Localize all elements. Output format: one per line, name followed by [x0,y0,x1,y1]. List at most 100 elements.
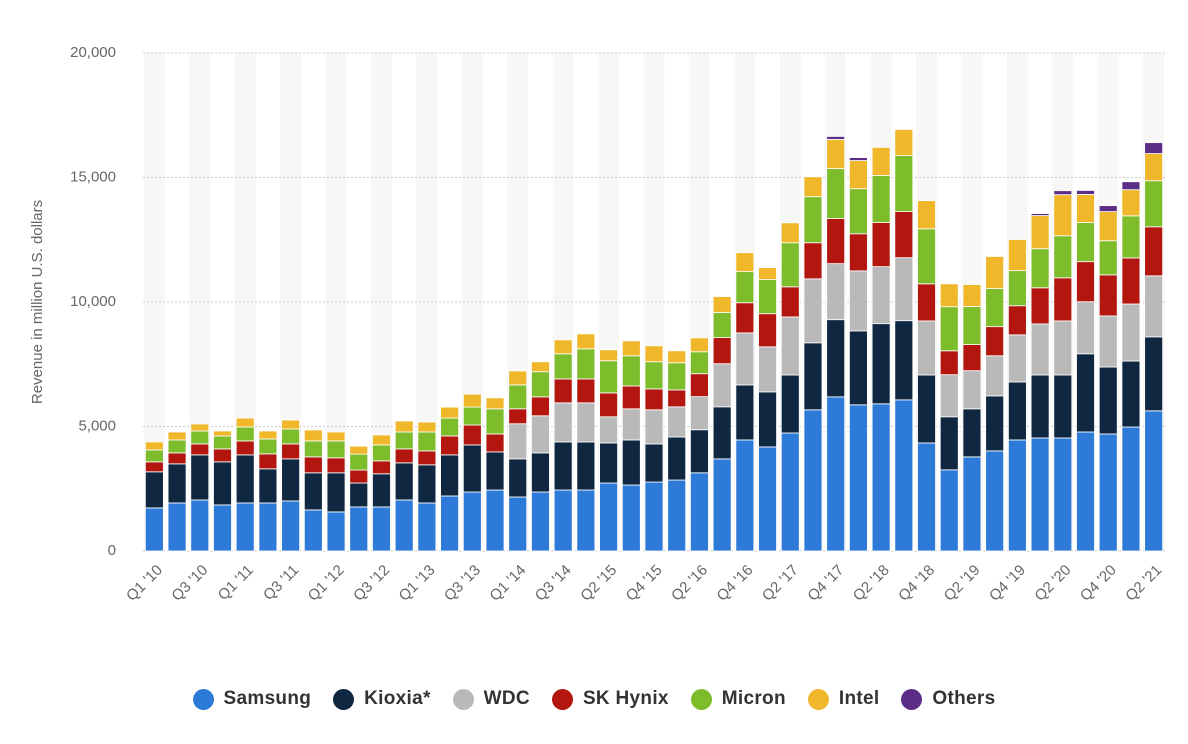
bar-segment [372,473,391,508]
bar-segment [939,306,959,352]
x-tick-label: Q3 '13 [441,562,484,605]
bar-segment [917,283,936,322]
bar-segment [576,348,596,380]
bar-segment [1030,215,1050,250]
bar-segment [1076,353,1095,433]
bar-segment [1030,213,1050,216]
bar-segment [1098,240,1118,276]
bar-segment [372,460,391,475]
bar-segment [894,129,914,156]
bar-segment [326,440,346,459]
bar-segment [235,417,255,428]
y-axis-label: Revenue in million U.S. dollars [29,200,46,404]
bar-segment [758,313,777,348]
x-tick-label: Q4 '19 [986,562,1029,605]
bar-segment [531,415,550,454]
bar-segment [1144,226,1164,277]
x-tick-label: Q1 '10 [123,562,166,605]
bar-segment [962,306,982,345]
bar-segment [644,481,664,552]
x-tick-label: Q4 '20 [1077,562,1120,605]
bar-segment [985,355,1005,397]
bar-segment [1098,433,1118,552]
bar-segment [190,443,210,456]
bar-segment [667,436,687,481]
legend-item: WDC [452,688,530,710]
x-tick-label: Q2 '16 [668,562,711,605]
legend-item: SK Hynix [551,688,669,710]
bar-segment [712,458,732,552]
bar-segment [281,500,301,552]
bar-segment [599,442,618,484]
x-tick-label: Q4 '18 [895,562,938,605]
bar-segment [281,419,301,430]
bar-segment [735,302,755,334]
bar-segment [1076,301,1095,355]
bar-segment [1007,305,1027,336]
legend-item: Kioxia* [333,688,431,710]
bar-segment [235,454,255,504]
bar-segment [1076,190,1095,195]
bar-segment [576,441,596,491]
bar-segment [1098,274,1118,317]
bar-segment [803,196,823,244]
y-tick-label: 15,000 [70,168,116,185]
legend-label: Others [932,688,996,709]
bar-segment [849,188,868,235]
bar-segment [871,146,891,176]
legend-item: Micron [690,688,786,710]
bar-segment [1053,374,1073,439]
bar-segment [417,431,437,452]
bar-segment [1053,277,1073,322]
bar-segment [894,211,914,259]
legend-label: WDC [483,688,530,709]
x-tick-label: Q3 '10 [168,562,211,605]
bar-segment [621,484,641,552]
bar-segment [644,345,664,363]
bar-segment [758,391,777,448]
bar-segment [826,218,846,265]
bar-segment [621,408,641,441]
bar-segment [780,374,800,434]
bar-segment [190,423,210,432]
x-tick-label: Q3 '14 [532,562,575,605]
bar-segment [553,339,573,355]
bar-segment [1053,190,1073,196]
bar-segment [667,406,687,438]
bar-segment [1121,360,1141,428]
bar-segment [576,489,596,552]
bar-segment [167,463,187,504]
bar-segment [1098,211,1118,242]
bar-segment [372,434,391,446]
x-tick-label: Q2 '18 [850,562,893,605]
bar-segment [394,448,414,464]
bar-segment [508,408,528,425]
bar-segment [1030,437,1050,552]
bar-segment [485,408,505,435]
bar-segment [213,461,232,506]
bar-segment [1144,153,1164,182]
bar-segment [1007,381,1027,441]
bar-segment [281,443,301,460]
bar-segment [599,360,618,394]
bar-segment [1144,336,1164,412]
bar-segment [576,402,596,443]
bar-segment [735,271,755,304]
bar-segment [985,395,1005,452]
bar-segment [1007,270,1027,307]
bar-segment [712,363,732,408]
bar-segment [667,389,687,408]
bar-segment [349,506,369,552]
bar-segment [621,355,641,387]
bar-segment [531,491,550,552]
bar-segment [258,438,278,455]
bar-segment [258,468,278,504]
bar-segment [440,454,460,497]
legend-swatch [901,688,923,710]
bar-segment [667,479,687,552]
bar-segment [939,374,959,418]
bar-segment [644,443,664,483]
legend-label: Micron [721,688,786,709]
bar-segment [599,349,618,362]
